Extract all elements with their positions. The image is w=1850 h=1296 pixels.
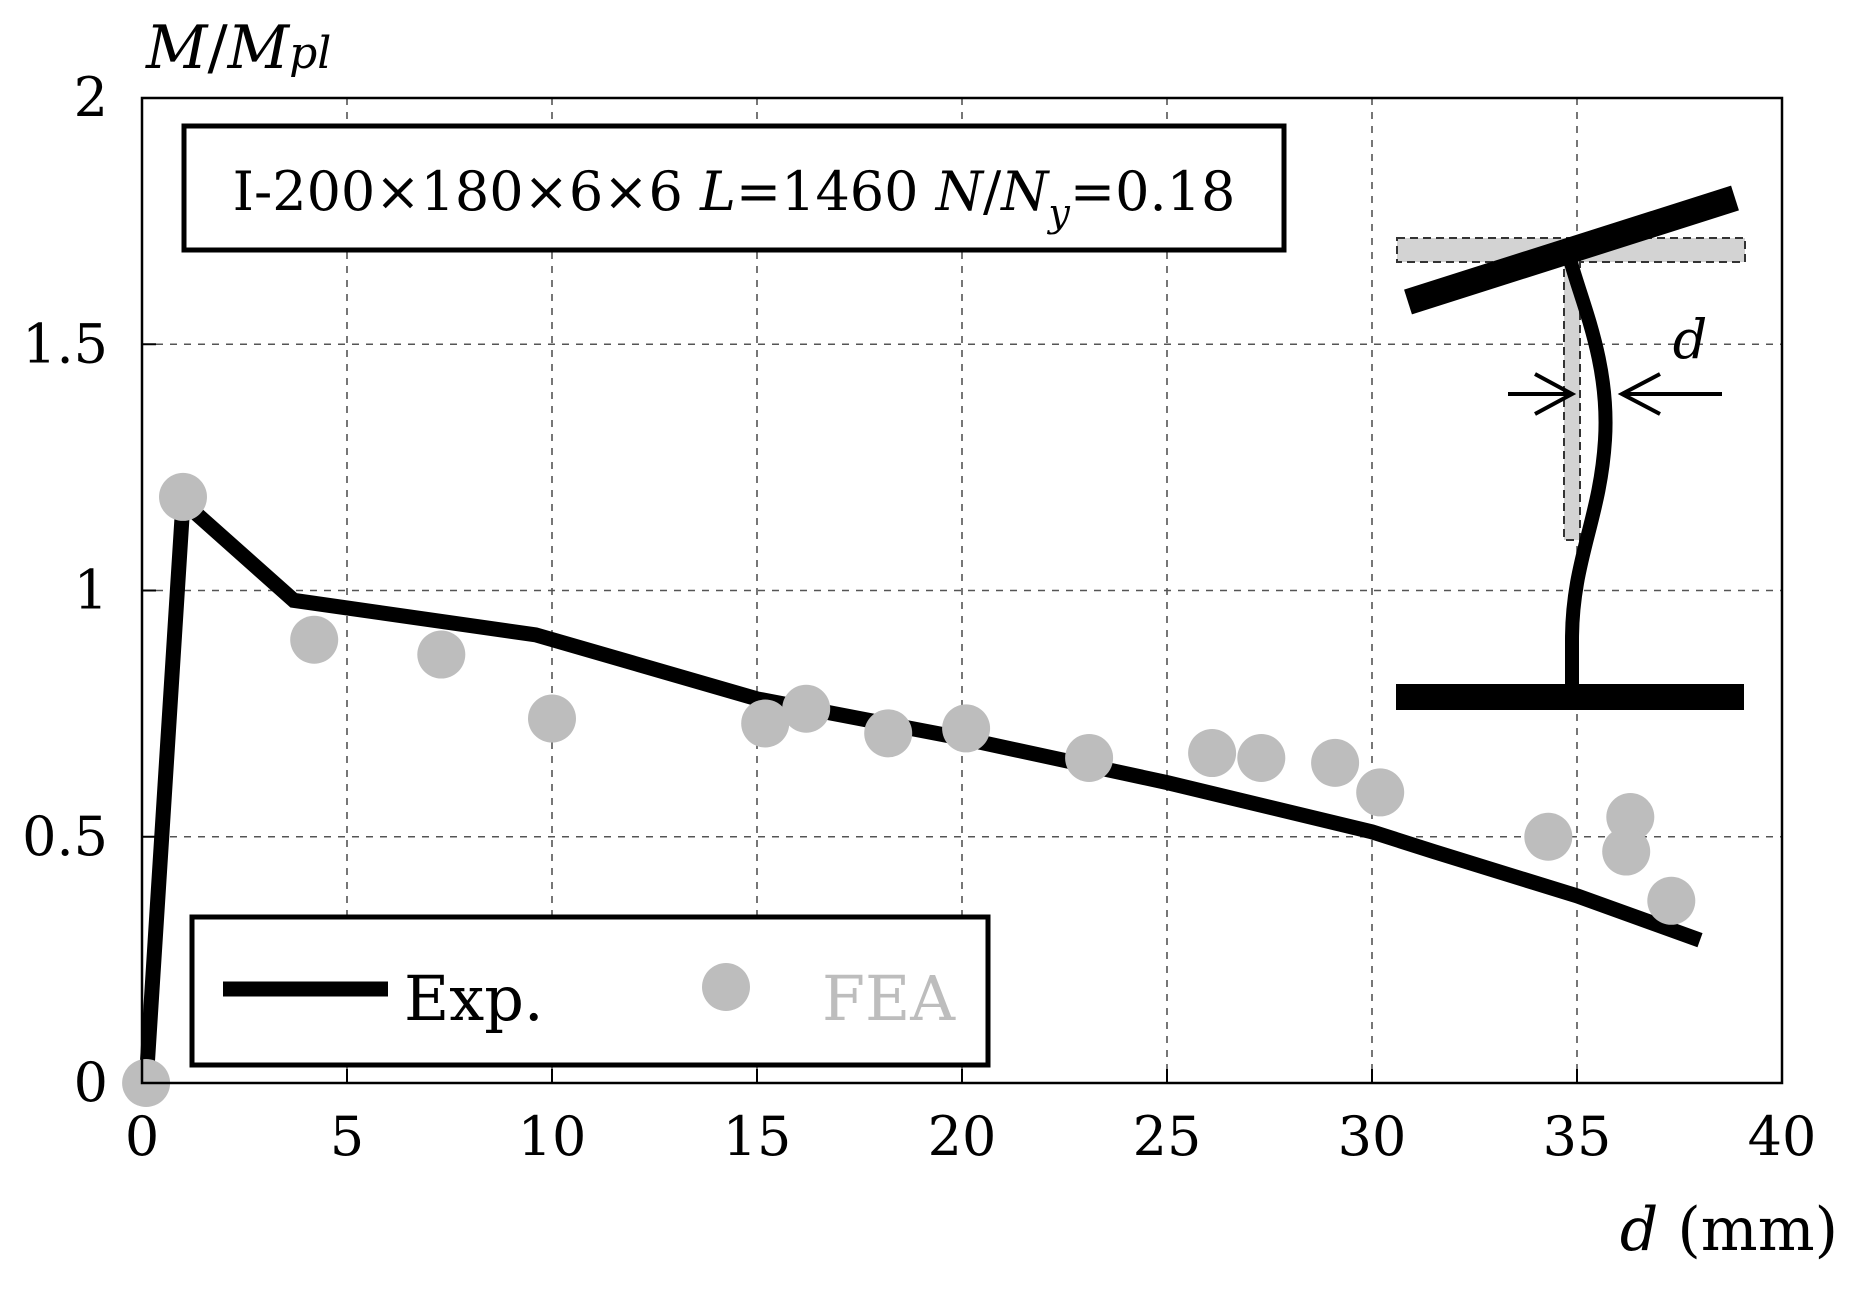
fea-point [528, 694, 576, 743]
legend-fea-swatch [702, 963, 750, 1011]
y-axis-label: M/Mpl [145, 13, 331, 83]
fea-point [1524, 812, 1573, 861]
fea-point [1237, 733, 1286, 782]
fea-point [159, 472, 207, 521]
x-tick-label: 20 [928, 1105, 997, 1168]
fea-point [290, 615, 339, 664]
x-tick-label: 10 [518, 1105, 587, 1168]
inset-cross-section: d [1396, 185, 1746, 710]
fea-point [1647, 876, 1696, 925]
legend: Exp. FEA [189, 914, 991, 1068]
left-arrowhead [1534, 372, 1577, 416]
fea-point [417, 630, 466, 679]
fea-point [1188, 729, 1237, 778]
fea-point [864, 709, 913, 758]
specimen-annotation: I-200×180×6×6 L=1460 N/Ny=0.18 [181, 123, 1287, 253]
y-tick-label: 0 [74, 1051, 108, 1114]
y-tick-label: 2 [74, 66, 108, 129]
fea-point [1311, 738, 1360, 787]
series-fea [122, 472, 1696, 1107]
legend-fea-label: FEA [822, 962, 956, 1035]
fea-point [1356, 768, 1405, 817]
y-tick-label: 0.5 [22, 805, 108, 868]
y-tick-label: 1 [74, 559, 108, 622]
annotation-text: I-200×180×6×6 L=1460 N/Ny=0.18 [233, 160, 1236, 235]
deformed-web [1561, 250, 1613, 690]
y-tick-label: 1.5 [22, 312, 108, 375]
fea-point [741, 699, 790, 748]
annotation-box [181, 123, 1287, 253]
x-axis-label: d (mm) [1620, 1195, 1838, 1265]
axis-ticks: 0 5 10 15 20 25 30 35 40 0 0.5 1 1.5 2 [22, 66, 1816, 1168]
x-tick-label: 5 [330, 1105, 364, 1168]
x-tick-label: 0 [125, 1105, 159, 1168]
inset-d-label: d [1673, 308, 1708, 371]
x-tick-label: 25 [1133, 1105, 1202, 1168]
bottom-flange [1396, 684, 1744, 710]
rotated-top-flange [1404, 185, 1739, 315]
x-tick-label: 40 [1748, 1105, 1817, 1168]
legend-exp-label: Exp. [404, 962, 544, 1035]
x-tick-label: 15 [723, 1105, 792, 1168]
x-tick-label: 35 [1543, 1105, 1612, 1168]
fea-point [942, 704, 991, 753]
right-arrowhead [1617, 372, 1661, 416]
x-tick-label: 30 [1338, 1105, 1407, 1168]
fea-point [1602, 827, 1651, 876]
fea-point [1065, 733, 1114, 782]
fea-point [782, 684, 831, 733]
